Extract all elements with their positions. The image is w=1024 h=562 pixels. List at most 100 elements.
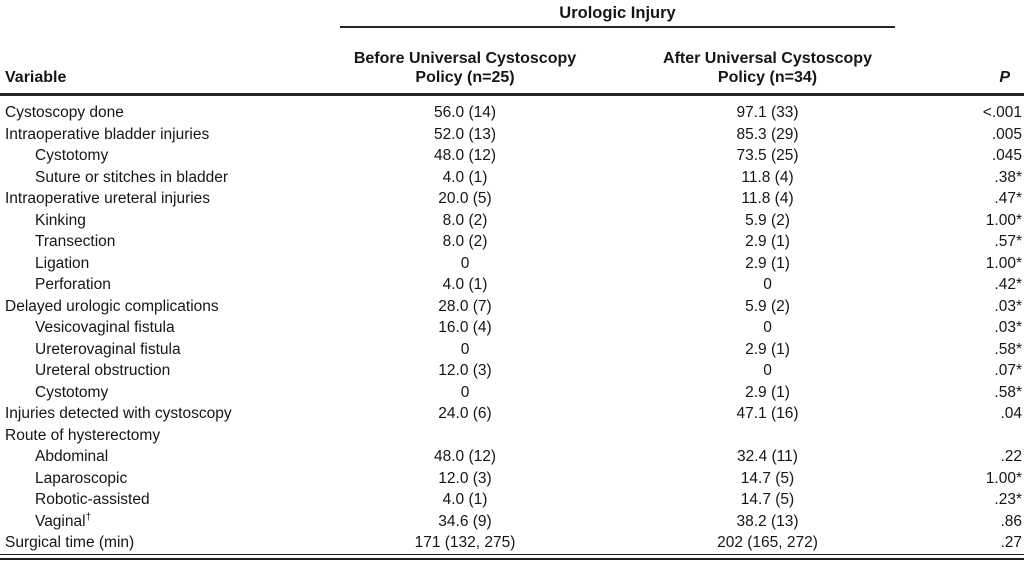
table-row: Intraoperative ureteral injuries 20.0 (5)…: [0, 188, 1024, 210]
row-before-value: 28.0 (7): [438, 297, 492, 315]
row-p-value: <.001: [982, 104, 1022, 121]
row-p-value: .045: [991, 147, 1022, 164]
row-label: Ligation: [35, 254, 90, 272]
row-label: Perforation: [35, 276, 111, 293]
row-label: Kinking: [35, 211, 86, 229]
row-after-value: 85.3 (29): [736, 125, 799, 143]
row-label: Intraoperative ureteral injuries: [5, 190, 211, 207]
column-header-variable: Variable: [0, 30, 340, 96]
row-after-value: 0: [763, 276, 772, 293]
row-p-value: .005: [991, 125, 1022, 143]
row-after-value: 73.5 (25): [736, 147, 799, 164]
row-after-value: 14.7 (5): [740, 491, 795, 508]
row-after-value: [590, 425, 945, 447]
column-header-p: P: [945, 30, 1024, 96]
row-before-value: 0: [460, 254, 470, 272]
table-row: Transection 8.0 (2) 2.9 (1) .57*: [0, 231, 1024, 253]
table-header: Urologic Injury Variable Before Universa…: [0, 0, 1024, 96]
row-p-value: .07*: [994, 362, 1022, 379]
row-before-value: 0: [460, 340, 470, 358]
table-row: Cystotomy 48.0 (12) 73.5 (25) .045: [0, 145, 1024, 167]
row-p-value: .04: [1000, 405, 1022, 422]
dagger-footnote-marker: †: [85, 511, 92, 523]
row-before-value: 20.0 (5): [438, 190, 492, 207]
row-label: Laparoscopic: [35, 469, 128, 487]
row-p-value: .38*: [994, 168, 1022, 186]
table-body: Cystoscopy done 56.0 (14) 97.1 (33) <.001 In…: [0, 95, 1024, 554]
row-label: Injuries detected with cystoscopy: [5, 405, 232, 422]
row-p-value: .42*: [994, 276, 1022, 293]
table-row: Laparoscopic 12.0 (3) 14.7 (5) 1.00*: [0, 468, 1024, 490]
row-after-value: 38.2 (13): [736, 512, 799, 530]
row-p-value: .86: [1000, 512, 1022, 530]
spanner-underline: Urologic Injury: [340, 0, 895, 28]
header-line-1: After Universal Cystoscopy: [663, 50, 872, 67]
row-after-value: 11.8 (4): [741, 168, 794, 186]
row-after-value: 5.9 (2): [745, 211, 790, 229]
column-header-after: After Universal Cystoscopy Policy (n=34): [590, 30, 945, 96]
row-before-value: 8.0 (2): [442, 233, 488, 250]
spanner-row: Urologic Injury: [0, 0, 1024, 30]
row-after-value: 2.9 (1): [745, 233, 790, 250]
row-label: Cystoscopy done: [5, 104, 124, 121]
row-p-value: 1.00*: [985, 469, 1022, 487]
spanner-cell: Urologic Injury: [340, 0, 945, 30]
row-label: Route of hysterectomy: [5, 426, 161, 444]
p-value-label: P: [999, 69, 1010, 86]
row-label: Cystotomy: [35, 147, 109, 164]
row-before-value: 8.0 (2): [442, 211, 488, 229]
table-row: Delayed urologic complications 28.0 (7) 5.…: [0, 296, 1024, 318]
row-p-value: .57*: [994, 233, 1022, 250]
row-label: Delayed urologic complications: [5, 297, 219, 315]
row-after-value: 97.1 (33): [736, 104, 799, 121]
row-before-value: 12.0 (3): [438, 362, 492, 379]
table-row: Surgical time (min) 171 (132, 275) 202 (16…: [0, 532, 1024, 554]
row-before-value: 4.0 (1): [442, 491, 488, 508]
row-label: Surgical time (min): [5, 534, 135, 551]
table-row: Perforation 4.0 (1) 0 .42*: [0, 274, 1024, 296]
row-before-value: 171 (132, 275): [414, 534, 516, 551]
row-before-value: 24.0 (6): [438, 405, 492, 422]
spanner-spacer-left: [0, 0, 340, 30]
row-before-value: 16.0 (4): [438, 319, 492, 336]
row-p-value: 1.00*: [985, 211, 1022, 229]
table-row: Ligation 0 2.9 (1) 1.00*: [0, 253, 1024, 275]
row-p-value: .58*: [994, 340, 1022, 358]
row-after-value: 0: [763, 319, 772, 336]
column-header-row: Variable Before Universal Cystoscopy Pol…: [0, 30, 1024, 96]
row-after-value: 2.9 (1): [745, 254, 790, 272]
table-row: Vaginal† 34.6 (9) 38.2 (13) .86: [0, 511, 1024, 533]
row-before-value: 52.0 (13): [433, 125, 497, 143]
table-row: Abdominal 48.0 (12) 32.4 (11) .22: [0, 446, 1024, 468]
table-row: Suture or stitches in bladder 4.0 (1) 11.8…: [0, 167, 1024, 189]
table-row: Ureteral obstruction 12.0 (3) 0 .07*: [0, 360, 1024, 382]
row-p-value: .22: [1000, 448, 1022, 465]
row-after-value: 202 (165, 272): [717, 534, 818, 551]
table-row: Vesicovaginal fistula 16.0 (4) 0 .03*: [0, 317, 1024, 339]
row-label: Cystotomy: [35, 383, 109, 401]
row-label: Abdominal: [35, 448, 109, 465]
table-row: Ureterovaginal fistula 0 2.9 (1) .58*: [0, 339, 1024, 361]
header-line-2: Policy (n=25): [415, 69, 515, 86]
row-after-value: 2.9 (1): [745, 340, 790, 358]
row-after-value: 47.1 (16): [736, 405, 799, 422]
row-before-value: [340, 425, 590, 447]
row-label: Suture or stitches in bladder: [35, 168, 228, 186]
table-row: Robotic-assisted 4.0 (1) 14.7 (5) .23*: [0, 489, 1024, 511]
column-header-before: Before Universal Cystoscopy Policy (n=25…: [340, 30, 590, 96]
row-label: Vesicovaginal fistula: [35, 319, 175, 336]
row-before-value: 48.0 (12): [433, 147, 497, 164]
row-after-value: 0: [763, 362, 772, 379]
row-before-value: 4.0 (1): [442, 168, 488, 186]
row-after-value: 2.9 (1): [745, 383, 790, 401]
row-before-value: 34.6 (9): [438, 512, 492, 530]
spanner-spacer-right: [945, 0, 1024, 30]
header-line-1: Before Universal Cystoscopy: [353, 50, 577, 67]
row-p-value: .03*: [994, 297, 1022, 315]
row-before-value: 4.0 (1): [442, 276, 488, 293]
row-p-value: .27: [1000, 534, 1022, 551]
row-p-value: 1.00*: [985, 254, 1022, 272]
table-row: Cystotomy 0 2.9 (1) .58*: [0, 382, 1024, 404]
